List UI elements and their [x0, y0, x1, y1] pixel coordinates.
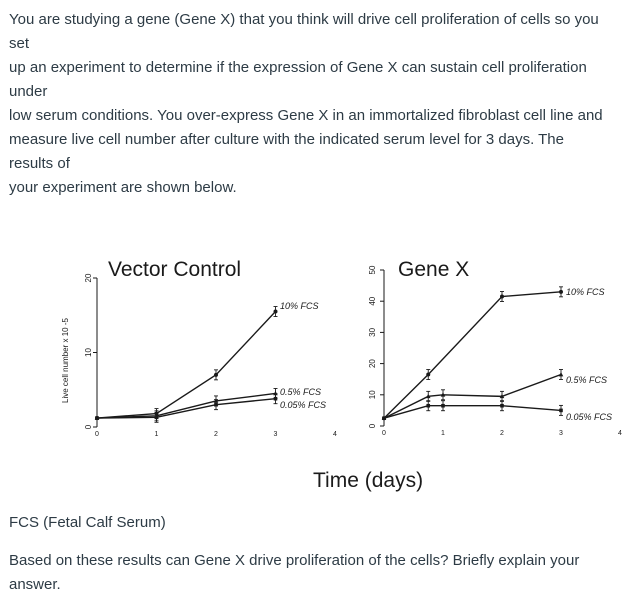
- chart-title: Vector Control: [108, 258, 241, 281]
- y-tick-label: 40: [368, 296, 377, 305]
- intro-line: set: [9, 35, 30, 52]
- intro-line: measure live cell number after culture w…: [9, 131, 564, 148]
- shared-x-axis-label: Time (days): [313, 469, 424, 492]
- intro-line: your experiment are shown below.: [9, 179, 237, 196]
- x-tick-label: 2: [214, 431, 218, 438]
- intro-line: under: [9, 83, 48, 100]
- fcs-footnote: FCS (Fetal Calf Serum): [9, 514, 166, 531]
- x-tick-label: 1: [155, 431, 159, 438]
- series-label: 10% FCS: [566, 287, 605, 297]
- series-line-0: [383, 291, 562, 419]
- y-tick-label: 30: [368, 327, 377, 336]
- x-tick-label: 1: [441, 430, 445, 437]
- y-tick-label: 0: [84, 424, 93, 429]
- chart-panel-1: Gene X 0 10 20 30 40 50 0 1 2 3 4 10% FCS 0.5% FCS 0.0…: [368, 258, 622, 437]
- intro-paragraph: You are studying a gene (Gene X) that yo…: [9, 8, 635, 200]
- y-tick-label: 20: [84, 273, 93, 282]
- x-tick-label: 4: [618, 430, 622, 437]
- chart-panel-0: Vector Control 0 10 20 0 1 2 3 4 Live cell number…: [61, 258, 337, 438]
- y-tick-label: 10: [84, 348, 93, 357]
- question-line: Based on these results can Gene X drive …: [9, 552, 580, 569]
- y-axis-label: Live cell number x 10 -5: [61, 317, 70, 402]
- y-tick-label: 20: [368, 359, 377, 368]
- x-tick-label: 3: [559, 430, 563, 437]
- series-label: 0.05% FCS: [566, 412, 612, 422]
- x-tick-label: 3: [274, 431, 278, 438]
- series-line-2: [383, 405, 562, 419]
- series-line-1: [383, 373, 562, 419]
- series-label: 0.5% FCS: [566, 375, 607, 385]
- series-label: 0.05% FCS: [280, 400, 326, 410]
- question-paragraph: Based on these results can Gene X drive …: [9, 549, 579, 597]
- data-point: [95, 416, 99, 420]
- intro-line: up an experiment to determine if the exp…: [9, 59, 587, 76]
- chart-title: Gene X: [398, 258, 469, 281]
- intro-line: You are studying a gene (Gene X) that yo…: [9, 11, 599, 28]
- series-line-2: [96, 397, 276, 419]
- intro-line: low serum conditions. You over-express G…: [9, 107, 603, 124]
- x-tick-label: 0: [382, 430, 386, 437]
- question-line: answer.: [9, 576, 61, 593]
- x-tick-label: 4: [333, 431, 337, 438]
- y-tick-label: 50: [368, 265, 377, 274]
- intro-line: results of: [9, 155, 70, 172]
- x-tick-label: 0: [95, 431, 99, 438]
- series-line-0: [96, 311, 277, 419]
- y-tick-label: 10: [368, 390, 377, 399]
- series-label: 0.5% FCS: [280, 387, 321, 397]
- data-point: [382, 416, 386, 420]
- series-line-1: [96, 392, 276, 419]
- y-tick-label: 0: [368, 423, 377, 428]
- x-tick-label: 2: [500, 430, 504, 437]
- series-label: 10% FCS: [280, 301, 319, 311]
